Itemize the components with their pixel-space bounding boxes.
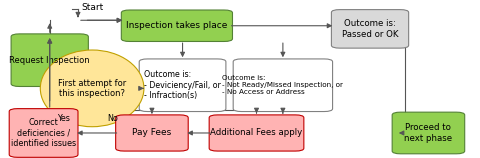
Text: No: No xyxy=(108,114,118,123)
Text: Request Inspection: Request Inspection xyxy=(10,56,90,65)
Text: Proceed to
next phase: Proceed to next phase xyxy=(404,123,453,143)
FancyBboxPatch shape xyxy=(121,10,232,42)
FancyBboxPatch shape xyxy=(392,112,465,154)
Text: Start: Start xyxy=(81,3,103,12)
Text: Pay Fees: Pay Fees xyxy=(132,128,171,137)
FancyBboxPatch shape xyxy=(9,109,78,157)
Text: Inspection takes place: Inspection takes place xyxy=(126,21,228,30)
Ellipse shape xyxy=(40,50,144,127)
Text: First attempt for
this inspection?: First attempt for this inspection? xyxy=(58,79,126,98)
FancyBboxPatch shape xyxy=(233,59,333,112)
FancyBboxPatch shape xyxy=(331,10,408,48)
Text: Outcome is:
- Deviciency/Fail, or
- Infraction(s): Outcome is: - Deviciency/Fail, or - Infr… xyxy=(144,70,221,100)
Text: Correct
deficiencies /
identified issues: Correct deficiencies / identified issues xyxy=(11,118,76,148)
FancyBboxPatch shape xyxy=(139,59,226,112)
Text: Yes: Yes xyxy=(58,114,70,123)
FancyBboxPatch shape xyxy=(209,115,304,151)
Text: Outcome is:
Passed or OK: Outcome is: Passed or OK xyxy=(342,19,398,39)
Text: Additional Fees apply: Additional Fees apply xyxy=(210,128,302,137)
FancyBboxPatch shape xyxy=(116,115,188,151)
FancyBboxPatch shape xyxy=(11,34,88,86)
Text: Outcome is:
- Not Ready/Missed Inspection, or
- No Access or Address: Outcome is: - Not Ready/Missed Inspectio… xyxy=(222,75,343,95)
